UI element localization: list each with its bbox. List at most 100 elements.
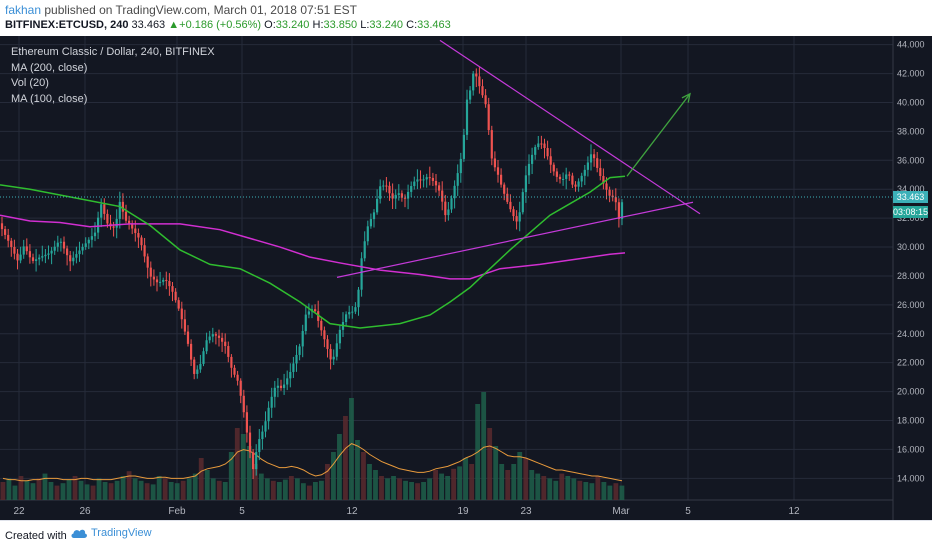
candle-body [233, 367, 236, 375]
volume-bar [66, 479, 72, 500]
ma200-line [0, 214, 626, 280]
candle-body [577, 181, 580, 187]
candle-body [534, 147, 537, 155]
y-tick-label: 40.000 [897, 97, 925, 107]
volume-bar [198, 458, 204, 500]
candle-body [453, 185, 456, 199]
legend-ma100[interactable]: MA (100, close) [11, 92, 88, 105]
volume-bar [529, 470, 535, 500]
volume-bar [589, 483, 595, 500]
candle-body [224, 341, 227, 347]
volume-bar [168, 482, 174, 500]
candle-body [118, 201, 121, 219]
candle-body [205, 340, 208, 352]
volume-bar [78, 480, 84, 500]
publish-line: fakhan published on TradingView.com, Mar… [5, 3, 357, 17]
candle-body [248, 432, 252, 453]
candle-body [416, 179, 419, 182]
candle-body [372, 212, 376, 220]
volume-bar [571, 478, 577, 500]
volume-bar [373, 470, 378, 500]
created-with-text: Created with [5, 530, 67, 542]
candle-body [208, 336, 211, 341]
candle-body [357, 289, 360, 308]
volume-bar [385, 478, 390, 500]
candle-body [112, 226, 115, 228]
volume-bar [0, 482, 6, 500]
volume-bar [234, 428, 240, 500]
open-value: 33.240 [275, 19, 310, 31]
published-text: published on TradingView.com, March 01, … [44, 3, 358, 17]
candle-body [512, 209, 515, 217]
author-link[interactable]: fakhan [5, 3, 42, 17]
volume-bar [36, 478, 42, 500]
candle-body [518, 212, 521, 222]
chart-area[interactable]: 44.000 42.000 40.000 38.000 36.000 34.000 32.0… [0, 36, 932, 520]
candle-body [100, 204, 103, 218]
volume-bar [96, 478, 102, 500]
volume-bar [180, 480, 186, 500]
volume-bar [439, 473, 445, 500]
candle-body [47, 253, 50, 255]
x-tick-label: Mar [612, 506, 630, 517]
candle-body [599, 167, 602, 176]
volume-bar [469, 464, 475, 500]
volume-bar [583, 482, 589, 500]
legend-vol[interactable]: Vol (20) [11, 77, 49, 89]
volume-bar [144, 483, 150, 500]
candle-body [419, 179, 422, 181]
symbol[interactable]: BITFINEX:ETCUSD, 240 [5, 19, 129, 31]
candle-body [366, 226, 369, 242]
candle-body [509, 201, 512, 210]
volume-bar [409, 482, 414, 500]
volume-bar [282, 479, 288, 500]
chart-canvas[interactable]: 44.000 42.000 40.000 38.000 36.000 34.000 32.0… [0, 36, 932, 520]
candle-body [7, 234, 10, 241]
volume-bar [48, 482, 54, 500]
volume-bar [18, 476, 24, 500]
candle-body [540, 143, 543, 145]
candle-body [376, 198, 379, 213]
volume-bar [379, 476, 384, 500]
candle-body [41, 256, 44, 258]
candle-body [403, 197, 407, 199]
volume-bar [42, 473, 48, 500]
candle-body [546, 148, 549, 157]
volume-bar [331, 452, 336, 500]
volume-bar [192, 473, 198, 500]
x-tick-label: 19 [457, 506, 469, 517]
volume-bar [54, 485, 60, 500]
candle-body [568, 174, 571, 176]
volume-bar [481, 392, 487, 500]
y-tick-label: 26.000 [897, 300, 925, 310]
candle-body [128, 220, 131, 225]
candle-body [13, 246, 16, 254]
volume-bar [228, 452, 234, 500]
candle-body [537, 143, 540, 148]
x-tick-label: 12 [788, 506, 800, 517]
volume-bar [403, 480, 408, 500]
last-price: 33.463 [131, 19, 166, 31]
volume-bar [30, 483, 36, 500]
candle-body [469, 90, 472, 100]
volume-bar [319, 480, 324, 500]
y-tick-label: 22.000 [897, 358, 925, 368]
volume-bar [132, 478, 138, 500]
legend-ma200[interactable]: MA (200, close) [11, 61, 88, 74]
candle-body [211, 334, 214, 337]
candle-body [549, 156, 552, 165]
candle-body [580, 175, 583, 182]
tradingview-brand[interactable]: TradingView [70, 527, 152, 539]
candle-body [25, 246, 28, 252]
candle-body [242, 395, 245, 413]
candle-body [90, 236, 93, 240]
volume-bar [186, 478, 192, 500]
candle-body [565, 174, 568, 179]
candle-body [506, 193, 509, 202]
candle-body [431, 177, 434, 181]
candle-body [503, 184, 506, 194]
volume-bar [595, 476, 601, 500]
candle-body [493, 158, 496, 168]
volume-bar [553, 480, 559, 500]
candle-body [62, 241, 66, 249]
